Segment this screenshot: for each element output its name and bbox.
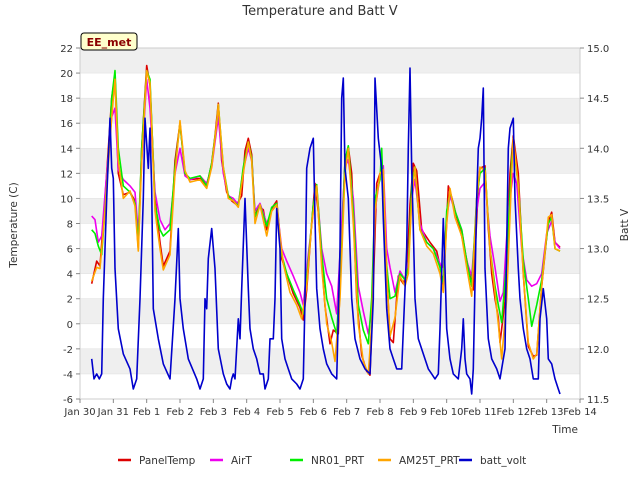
y-tick-label-right: 14.0 <box>587 144 609 155</box>
y-tick-label-left: 8 <box>67 220 73 231</box>
y-tick-label-right: 15.0 <box>587 44 609 55</box>
y-tick-label-left: 12 <box>60 169 73 180</box>
axes-layer: -6 -4 -2 0 2 4 6 8 10 12 14 16 18 20 22 11.5 12.0 12.5 13.… <box>60 44 609 418</box>
y-tick-label-left: 20 <box>60 69 73 80</box>
y-axis-label-left: Temperature (C) <box>8 182 20 268</box>
chart-title: Temperature and Batt V <box>241 4 397 19</box>
legend-label: NR01_PRT <box>311 455 365 467</box>
y-tick-label-right: 12.0 <box>587 345 609 356</box>
legend-item-am25t-prt: AM25T_PRT <box>378 455 460 467</box>
legend-item-batt-volt: batt_volt <box>459 455 526 467</box>
y-tick-label-left: 10 <box>60 194 73 205</box>
grid-band <box>80 148 580 174</box>
y-tick-label-left: -6 <box>63 395 73 406</box>
x-tick-label: Feb 5 <box>266 407 293 418</box>
legend-label: batt_volt <box>480 455 526 467</box>
legend-item-paneltemp: PanelTemp <box>118 455 196 467</box>
y-tick-label-left: 6 <box>67 245 73 256</box>
y-tick-label-left: 4 <box>67 270 73 281</box>
y-axis-label-right: Batt V <box>619 208 631 241</box>
legend: PanelTemp AirT NR01_PRT AM25T_PRT batt_volt <box>118 455 526 467</box>
y-tick-label-right: 13.0 <box>587 245 609 256</box>
y-tick-label-left: -2 <box>63 345 73 356</box>
grid-band <box>80 198 580 224</box>
y-tick-label-left: 14 <box>60 144 73 155</box>
y-tick-label-right: 11.5 <box>587 395 609 406</box>
x-tick-label: Feb 13 <box>530 407 564 418</box>
y-tick-label-left: 18 <box>60 94 73 105</box>
y-tick-label-right: 14.5 <box>587 94 609 105</box>
site-label-box: EE_met <box>80 32 138 51</box>
y-tick-label-right: 12.5 <box>587 295 609 306</box>
x-tick-label: Feb 6 <box>300 407 327 418</box>
x-tick-label: Feb 10 <box>430 407 464 418</box>
x-tick-label: Feb 8 <box>366 407 393 418</box>
series-line-batt-volt <box>90 67 561 395</box>
legend-item-nr01-prt: NR01_PRT <box>290 455 365 467</box>
site-label: EE_met <box>87 36 132 49</box>
legend-label: PanelTemp <box>139 455 196 467</box>
x-tick-label: Feb 2 <box>166 407 193 418</box>
y-tick-label-left: 22 <box>60 44 73 55</box>
x-tick-label: Feb 1 <box>133 407 160 418</box>
x-axis-label: Time <box>551 424 578 436</box>
series-line-am25t-prt <box>90 69 561 375</box>
x-tick-label: Jan 31 <box>97 407 129 418</box>
series-layer <box>90 64 561 395</box>
y-tick-label-right: 13.5 <box>587 194 609 205</box>
x-tick-label: Feb 12 <box>497 407 531 418</box>
grid-band <box>80 48 580 74</box>
x-tick-label: Feb 9 <box>400 407 427 418</box>
x-tick-label: Jan 30 <box>63 407 95 418</box>
x-tick-label: Feb 3 <box>200 407 227 418</box>
y-tick-label-left: -4 <box>63 370 73 381</box>
y-tick-label-left: 16 <box>60 119 73 130</box>
x-tick-label: Feb 4 <box>233 407 260 418</box>
y-tick-label-left: 0 <box>67 320 73 331</box>
legend-label: AirT <box>231 455 252 467</box>
x-tick-label: Feb 14 <box>563 407 597 418</box>
legend-label: AM25T_PRT <box>399 455 460 467</box>
x-tick-label: Feb 7 <box>333 407 360 418</box>
y-tick-label-left: 2 <box>67 295 73 306</box>
grid-bands <box>80 47 580 400</box>
series-line-airt <box>91 78 561 335</box>
legend-item-airt: AirT <box>210 455 252 467</box>
x-tick-label: Feb 11 <box>463 407 497 418</box>
grid-band <box>80 98 580 124</box>
